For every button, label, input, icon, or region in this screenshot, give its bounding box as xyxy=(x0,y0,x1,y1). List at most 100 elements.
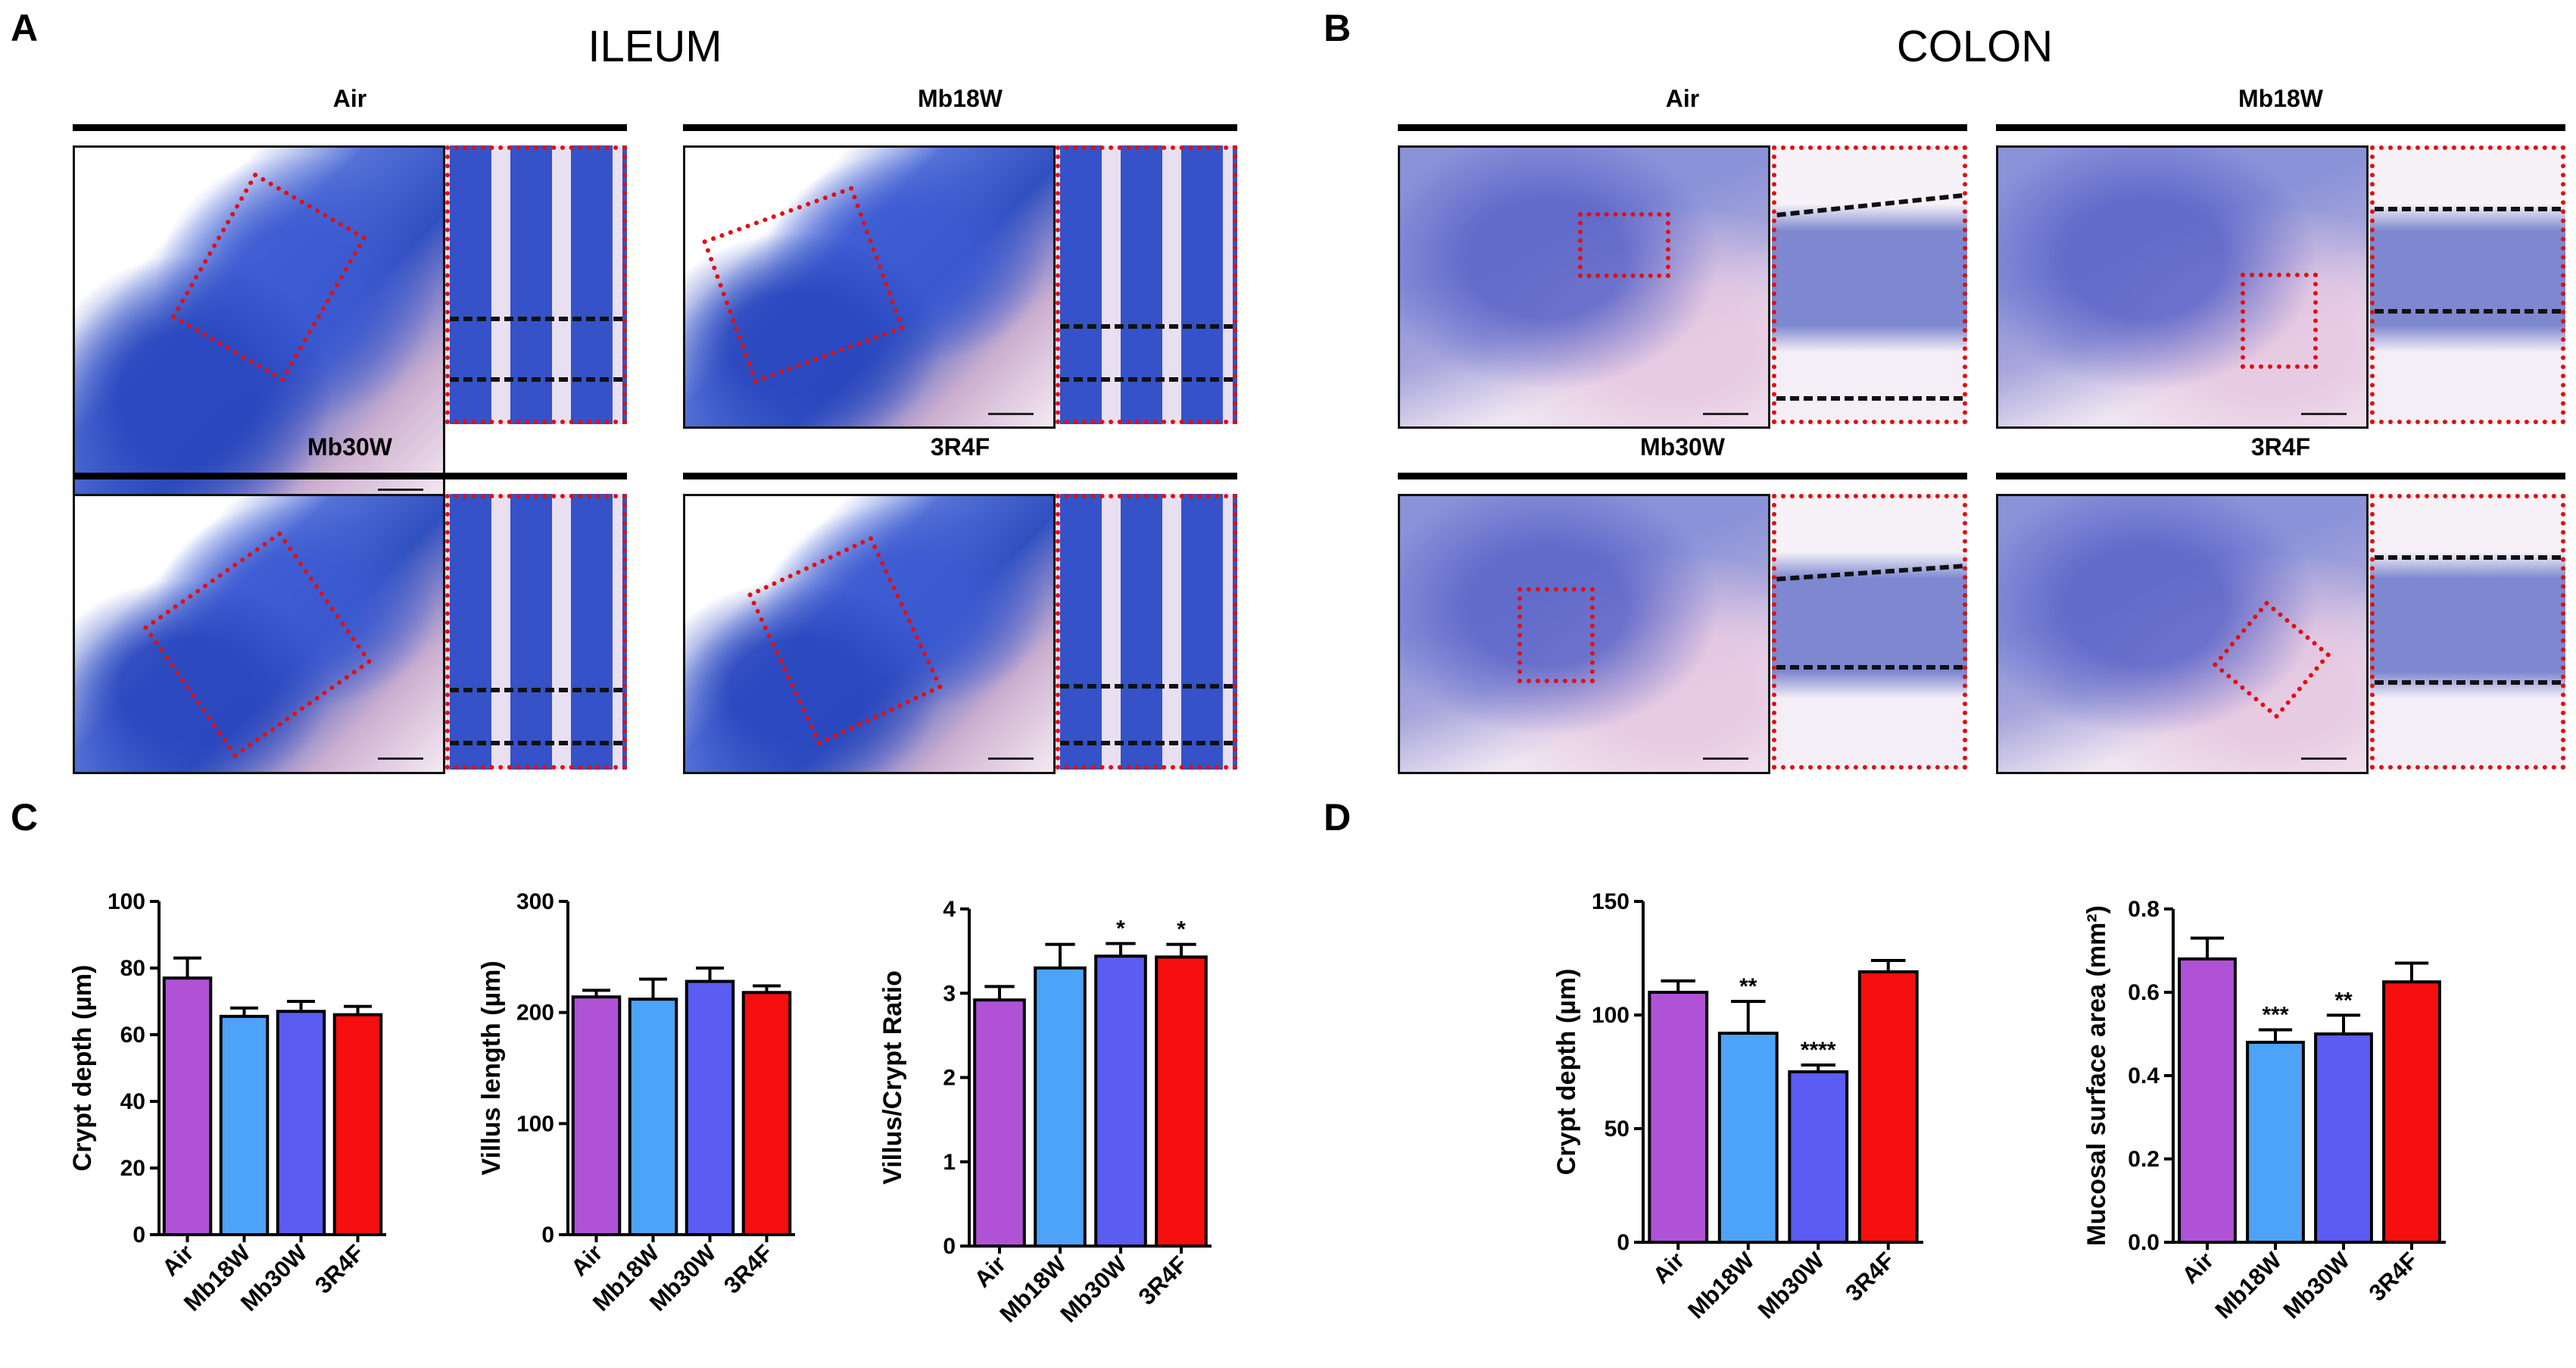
y-axis-label: Mucosal surface area (mm²) xyxy=(2082,905,2111,1246)
group-label: 3R4F xyxy=(930,433,990,461)
scale-bar xyxy=(1703,757,1748,760)
boundary-line xyxy=(1776,665,1963,670)
panel-letter-a: A xyxy=(11,7,39,49)
y-tick-label: 50 xyxy=(1605,1117,1629,1142)
y-tick-label: 0.6 xyxy=(2128,980,2160,1005)
zoom-inset xyxy=(445,145,627,424)
y-tick-label: 0 xyxy=(1617,1230,1629,1255)
bar-3r4f xyxy=(2382,980,2441,1244)
y-axis-label: Crypt depth (µm) xyxy=(68,965,97,1172)
x-tick-label: Air xyxy=(566,1239,607,1281)
roi-box xyxy=(1517,587,1595,683)
micrograph xyxy=(73,145,445,504)
y-tick-label: 150 xyxy=(1592,889,1629,914)
y-axis-label: Villus/Crypt Ratio xyxy=(878,970,907,1185)
x-tick-label: Mb18W xyxy=(994,1251,1071,1328)
colon-group-air: Air xyxy=(1398,85,1967,448)
boundary-line xyxy=(1060,324,1233,329)
bar-3r4f xyxy=(1155,955,1208,1248)
boundary-line xyxy=(450,317,622,321)
zoom-inset xyxy=(445,494,627,770)
y-axis-label: Crypt depth (µm) xyxy=(1552,969,1581,1176)
micrograph xyxy=(1398,145,1770,429)
boundary-line xyxy=(1776,396,1963,401)
group-bar xyxy=(1398,473,1967,479)
bar-mb18w xyxy=(1717,1032,1779,1244)
boundary-line xyxy=(1060,377,1233,382)
x-tick-label: 3R4F xyxy=(1840,1247,1899,1306)
group-label: Air xyxy=(1665,85,1700,112)
x-tick-label: 3R4F xyxy=(719,1239,778,1298)
y-tick-label: 0 xyxy=(943,1234,956,1259)
boundary-line xyxy=(2375,309,2561,314)
colon-group-mb18w: Mb18W xyxy=(1996,85,2565,448)
zoom-inset xyxy=(1056,494,1237,770)
boundary-line xyxy=(450,741,622,745)
y-tick-label: 20 xyxy=(120,1156,145,1181)
scale-bar xyxy=(1703,413,1748,415)
y-tick-label: 100 xyxy=(1592,1003,1629,1028)
y-tick-label: 2 xyxy=(943,1066,956,1091)
x-tick-label: Air xyxy=(1648,1247,1689,1288)
boundary-line xyxy=(2375,680,2561,685)
bar-air xyxy=(571,995,622,1236)
zoom-inset xyxy=(2370,494,2565,770)
x-tick-label: Mb30W xyxy=(1753,1247,1830,1324)
roi-box xyxy=(747,535,943,747)
y-tick-label: 200 xyxy=(516,1001,554,1026)
group-bar xyxy=(73,124,627,131)
scale-bar xyxy=(2301,413,2347,415)
group-label: 3R4F xyxy=(2250,433,2311,461)
y-tick-label: 300 xyxy=(516,889,554,914)
y-tick-label: 4 xyxy=(943,897,956,922)
significance-mark: *** xyxy=(2262,1003,2288,1028)
significance-mark: * xyxy=(1177,917,1186,942)
group-bar xyxy=(683,124,1237,131)
roi-box xyxy=(2212,600,2331,720)
boundary-line xyxy=(450,688,622,692)
y-tick-label: 100 xyxy=(108,889,145,914)
scale-bar xyxy=(988,757,1034,760)
colon-group-3r4f: 3R4F xyxy=(1996,433,2565,774)
x-tick-label: Air xyxy=(157,1239,198,1281)
group-bar xyxy=(683,473,1237,479)
y-tick-label: 60 xyxy=(120,1023,145,1048)
significance-mark: ** xyxy=(2334,988,2353,1013)
zoom-inset xyxy=(1772,145,1967,424)
x-tick-label: 3R4F xyxy=(1134,1251,1193,1310)
zoom-inset xyxy=(1772,494,1967,770)
scale-bar xyxy=(378,489,423,491)
bar-3r4f xyxy=(741,991,792,1236)
y-tick-label: 0.8 xyxy=(2128,897,2160,922)
x-tick-label: 3R4F xyxy=(2364,1247,2423,1306)
ileum-title: ILEUM xyxy=(588,22,722,71)
group-label: Mb18W xyxy=(2238,85,2323,112)
roi-box xyxy=(170,171,367,383)
panel-letter-b: B xyxy=(1324,7,1352,49)
group-bar xyxy=(73,473,627,479)
colon-title: COLON xyxy=(1896,22,2054,71)
boundary-line xyxy=(2375,555,2561,560)
ileum-group-mb30w: Mb30W xyxy=(73,433,627,774)
micrograph xyxy=(683,145,1056,429)
panel-letter-c: C xyxy=(11,796,39,839)
bar-mb30w xyxy=(276,1010,326,1236)
y-tick-label: 1 xyxy=(943,1150,956,1175)
boundary-line xyxy=(1060,741,1233,745)
bar-3r4f xyxy=(1857,970,1919,1244)
bar-air xyxy=(162,976,213,1236)
boundary-line xyxy=(1776,193,1963,217)
y-tick-label: 0.4 xyxy=(2128,1063,2160,1088)
micrograph xyxy=(1996,145,2369,429)
y-tick-label: 3 xyxy=(943,981,956,1006)
significance-mark: * xyxy=(1116,917,1125,942)
boundary-line xyxy=(1060,684,1233,689)
scale-bar xyxy=(378,757,423,760)
x-tick-label: Mb18W xyxy=(2210,1247,2287,1324)
significance-mark: **** xyxy=(1801,1038,1836,1063)
bar-air xyxy=(1648,991,1709,1244)
x-tick-label: Mb30W xyxy=(2278,1247,2355,1324)
x-tick-label: Mb30W xyxy=(1055,1251,1132,1328)
